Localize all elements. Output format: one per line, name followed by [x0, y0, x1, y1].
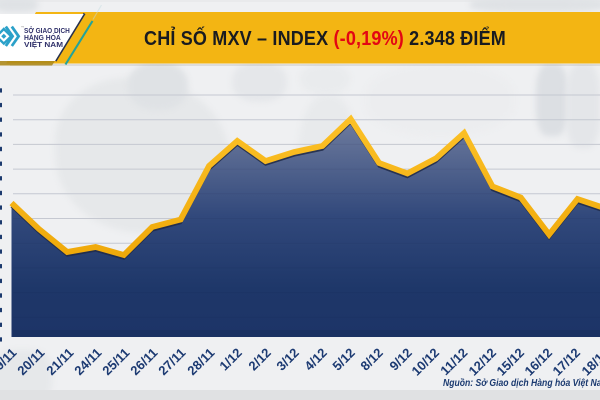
- svg-text:VIỆT NAM: VIỆT NAM: [24, 40, 63, 49]
- svg-text:SỞ GIAO DỊCH: SỞ GIAO DỊCH: [24, 26, 70, 35]
- svg-text:™: ™: [21, 26, 25, 30]
- svg-text:HÀNG HÓA: HÀNG HÓA: [24, 33, 61, 42]
